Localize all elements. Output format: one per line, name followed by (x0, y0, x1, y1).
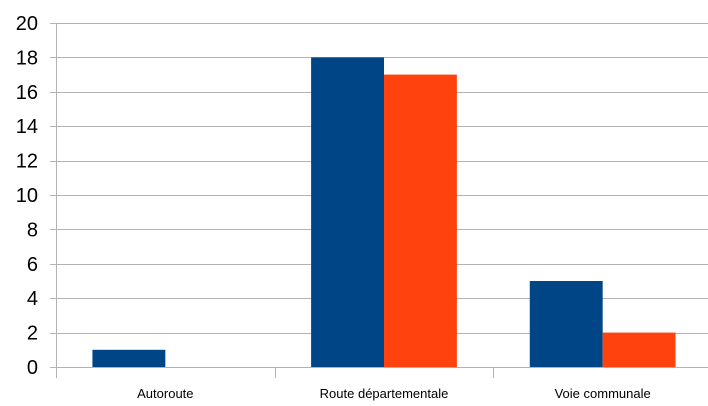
bar-series-1-0 (92, 349, 166, 367)
y-tick-label: 4 (27, 288, 38, 310)
bar-series-1-2 (529, 281, 603, 367)
y-tick-label: 2 (27, 323, 38, 345)
y-tick-label: 12 (16, 151, 38, 173)
y-axis-tick-labels: 0 2 4 6 8 10 12 14 16 18 20 (16, 13, 38, 379)
y-tick-label: 0 (27, 357, 38, 379)
axes (50, 23, 708, 378)
y-tick-label: 18 (16, 47, 38, 69)
x-axis-tick-labels: Autoroute Route départementale Voie commun… (137, 386, 651, 401)
x-tick-label: Autoroute (137, 386, 193, 401)
x-tick-label: Route départementale (320, 386, 449, 401)
y-tick-label: 8 (27, 219, 38, 241)
y-tick-label: 16 (16, 82, 38, 104)
y-tick-label: 20 (16, 13, 38, 35)
bar-series-1-1 (311, 57, 384, 368)
x-tick-label: Voie communale (555, 386, 651, 401)
y-tick-label: 14 (16, 116, 38, 138)
bar-series-2-2 (602, 332, 676, 367)
y-tick-label: 6 (27, 254, 38, 276)
bar-series-2-1 (384, 74, 457, 367)
bars (92, 57, 676, 368)
y-tick-label: 10 (16, 185, 38, 207)
